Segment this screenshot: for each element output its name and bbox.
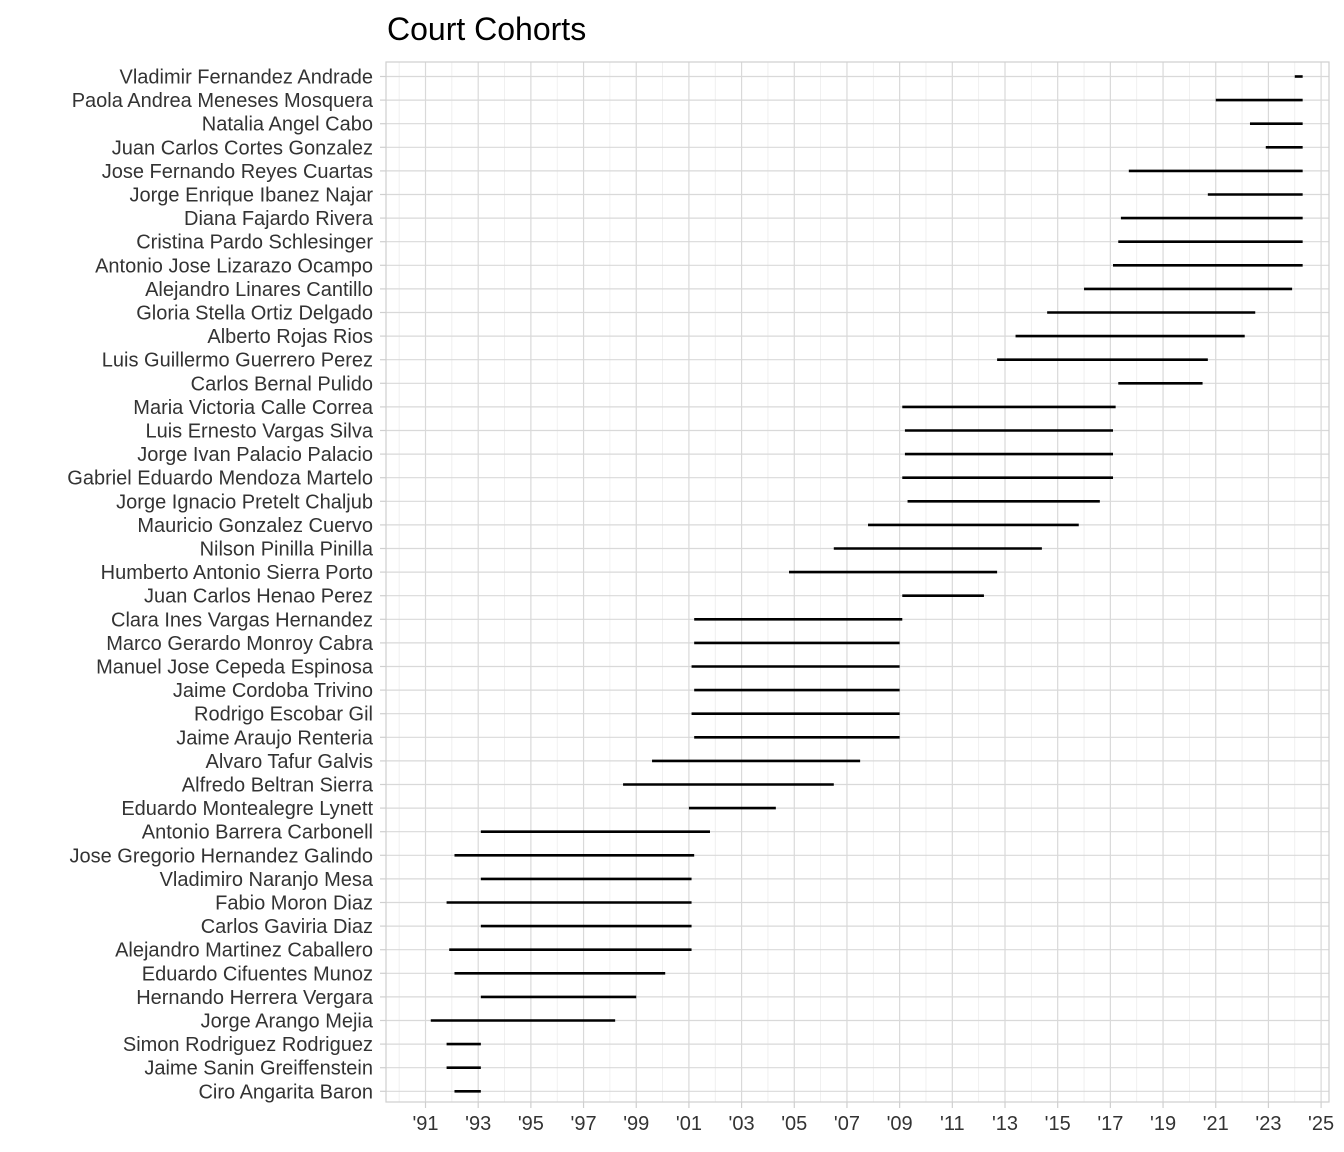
justice-name-label: Cristina Pardo Schlesinger — [136, 232, 373, 254]
justice-name-label: Alejandro Linares Cantillo — [145, 279, 373, 301]
justice-name-label: Ciro Angarita Baron — [198, 1081, 373, 1103]
justice-name-label: Jaime Cordoba Trivino — [173, 680, 373, 702]
x-tick-label: '23 — [1255, 1113, 1281, 1135]
justice-name-label: Vladimiro Naranjo Mesa — [160, 869, 374, 891]
justice-name-label: Hernando Herrera Vergara — [136, 987, 374, 1009]
x-tick-label: '09 — [887, 1113, 913, 1135]
justice-name-label: Antonio Jose Lizarazo Ocampo — [95, 255, 373, 277]
justice-name-label: Jorge Enrique Ibanez Najar — [130, 185, 374, 207]
axis-ticks — [380, 75, 1322, 1108]
justice-name-label: Alberto Rojas Rios — [207, 326, 373, 348]
x-axis-labels: '91 '93 '95 '97 '99 '01 '03 '05 '07 '09 '11 '13 '15 '… — [412, 1113, 1334, 1135]
justice-name-label: Antonio Barrera Carbonell — [142, 822, 373, 844]
justice-name-label: Juan Carlos Henao Perez — [144, 586, 373, 608]
justice-name-label: Eduardo Cifuentes Munoz — [142, 963, 373, 985]
justice-name-label: Jorge Arango Mejia — [201, 1011, 374, 1033]
x-tick-label: '21 — [1203, 1113, 1229, 1135]
x-tick-label: '95 — [518, 1113, 544, 1135]
x-tick-label: '05 — [781, 1113, 807, 1135]
justice-name-label: Alvaro Tafur Galvis — [206, 751, 373, 773]
x-tick-label: '13 — [992, 1113, 1018, 1135]
justice-name-label: Jaime Araujo Renteria — [176, 727, 374, 749]
justice-name-label: Carlos Gaviria Diaz — [201, 916, 373, 938]
justice-name-label: Rodrigo Escobar Gil — [194, 704, 373, 726]
justice-name-label: Eduardo Montealegre Lynett — [121, 798, 373, 820]
x-tick-label: '17 — [1097, 1113, 1123, 1135]
minor-gridlines — [398, 62, 1296, 1102]
justice-name-label: Natalia Angel Cabo — [202, 114, 373, 136]
justice-name-label: Luis Ernesto Vargas Silva — [145, 421, 373, 443]
x-tick-label: '91 — [412, 1113, 438, 1135]
justice-name-label: Clara Ines Vargas Hernandez — [111, 609, 373, 631]
justice-name-label: Alejandro Martinez Caballero — [115, 940, 373, 962]
justice-name-label: Manuel Jose Cepeda Espinosa — [96, 657, 374, 679]
x-tick-label: '15 — [1045, 1113, 1071, 1135]
justice-name-label: Gloria Stella Ortiz Delgado — [136, 303, 373, 325]
justice-name-label: Jose Gregorio Hernandez Galindo — [69, 845, 373, 867]
justice-name-label: Alfredo Beltran Sierra — [182, 775, 374, 797]
justice-name-label: Jorge Ivan Palacio Palacio — [137, 444, 373, 466]
x-tick-label: '11 — [940, 1113, 965, 1135]
justice-name-label: Jose Fernando Reyes Cuartas — [102, 161, 373, 183]
x-tick-label: '03 — [729, 1113, 755, 1135]
x-tick-label: '19 — [1150, 1113, 1176, 1135]
justice-name-label: Diana Fajardo Rivera — [184, 208, 374, 230]
justice-name-label: Marco Gerardo Monroy Cabra — [106, 633, 374, 655]
justice-name-label: Fabio Moron Diaz — [215, 893, 373, 915]
justice-name-label: Gabriel Eduardo Mendoza Martelo — [67, 468, 373, 490]
x-tick-label: '25 — [1308, 1113, 1334, 1135]
justice-name-label: Mauricio Gonzalez Cuervo — [137, 515, 373, 537]
justice-name-label: Luis Guillermo Guerrero Perez — [102, 350, 373, 372]
x-tick-label: '97 — [571, 1113, 597, 1135]
justice-name-label: Jorge Ignacio Pretelt Chaljub — [116, 491, 373, 513]
x-tick-label: '93 — [465, 1113, 491, 1135]
justice-name-label: Maria Victoria Calle Correa — [133, 397, 374, 419]
justice-name-label: Juan Carlos Cortes Gonzalez — [112, 137, 373, 159]
justice-name-label: Carlos Bernal Pulido — [191, 373, 373, 395]
justice-name-label: Paola Andrea Meneses Mosquera — [72, 90, 374, 112]
justice-name-label: Nilson Pinilla Pinilla — [200, 539, 374, 561]
justice-name-label: Vladimir Fernandez Andrade — [120, 67, 373, 89]
justice-name-label: Simon Rodriguez Rodriguez — [123, 1034, 373, 1056]
tenure-segments — [430, 75, 1303, 1093]
x-tick-label: '99 — [623, 1113, 649, 1135]
x-tick-label: '01 — [676, 1113, 702, 1135]
plot-panel-border — [385, 61, 1330, 1103]
x-tick-label: '07 — [834, 1113, 860, 1135]
justice-name-label: Jaime Sanin Greiffenstein — [144, 1058, 373, 1080]
justice-name-label: Humberto Antonio Sierra Porto — [101, 562, 373, 584]
chart-title: Court Cohorts — [387, 11, 586, 47]
